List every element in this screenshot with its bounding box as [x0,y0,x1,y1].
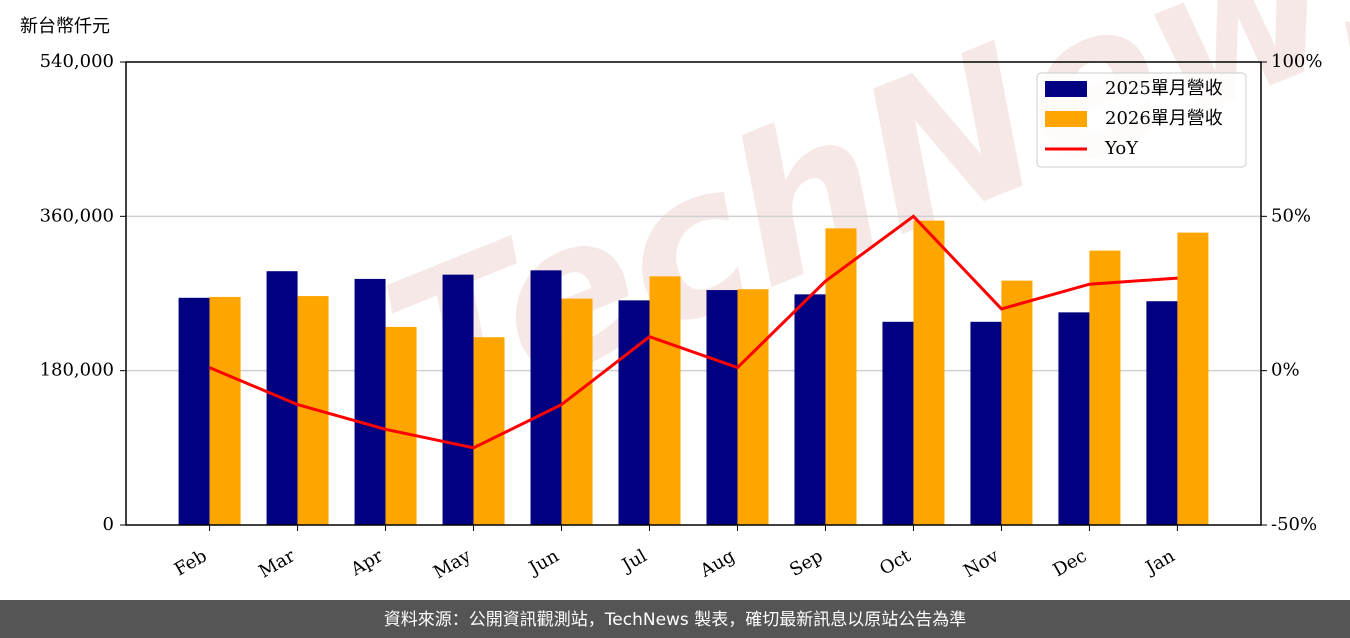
y2-tick-label: 100% [1271,51,1322,72]
y-tick-label: 360,000 [40,205,114,226]
y2-tick-label: 0% [1271,360,1300,381]
bar [618,300,650,525]
y2-tick-label: -50% [1271,514,1317,535]
y-tick-label: 0 [103,514,114,535]
bar [561,298,593,525]
x-tick-label: Mar [255,545,299,582]
bar [1177,232,1209,525]
bar [385,326,417,525]
legend-label: 2025單月營收 [1105,78,1223,99]
x-tick-label: Aug [696,545,739,582]
bar [825,228,857,525]
plot-area: 0 180,000 360,000 540,000 -50% 0% 50% 100% Feb Ma… [40,51,1323,583]
x-tick-label: Jul [617,545,651,577]
legend-swatch [1045,81,1087,97]
bar [178,297,210,525]
y-tick-label: 180,000 [40,360,114,381]
bar [882,321,914,525]
bar [737,289,769,525]
bar [794,294,826,525]
line [209,214,1178,450]
bar [1089,250,1121,525]
bar [1058,312,1090,525]
bar [354,278,386,525]
x-tick-label: Feb [171,545,211,580]
y-axis-label: 新台幣仟元 [20,16,110,37]
bar [1146,301,1178,525]
axes-frame [125,61,1262,526]
legend-swatch [1045,111,1087,127]
bar [706,290,738,525]
bar [442,274,474,525]
bar [913,220,945,526]
bar [473,337,505,525]
legend-label: YoY [1104,138,1139,159]
y-tick-label: 540,000 [40,51,114,72]
x-tick-label: Apr [346,545,386,580]
legend-label: 2026單月營收 [1105,108,1223,129]
x-tick-label: May [430,545,475,583]
bar [530,270,562,525]
bar [209,296,241,525]
x-tick-label: Dec [1049,545,1090,581]
footer: 資料來源：公開資訊觀測站，TechNews 製表，確切最新訊息以原站公告為準 [384,610,966,630]
bar [649,276,681,525]
bar [1001,280,1033,525]
x-tick-label: Nov [960,545,1003,582]
footer-bar [0,600,1350,638]
y2-tick-label: 50% [1271,205,1311,226]
x-tick-label: Jan [1141,545,1179,579]
legend-box [1036,72,1247,168]
x-tick-label: Oct [876,545,915,580]
bar [970,321,1002,525]
x-tick-label: Sep [786,545,826,580]
x-tick-label: Jun [524,545,563,580]
